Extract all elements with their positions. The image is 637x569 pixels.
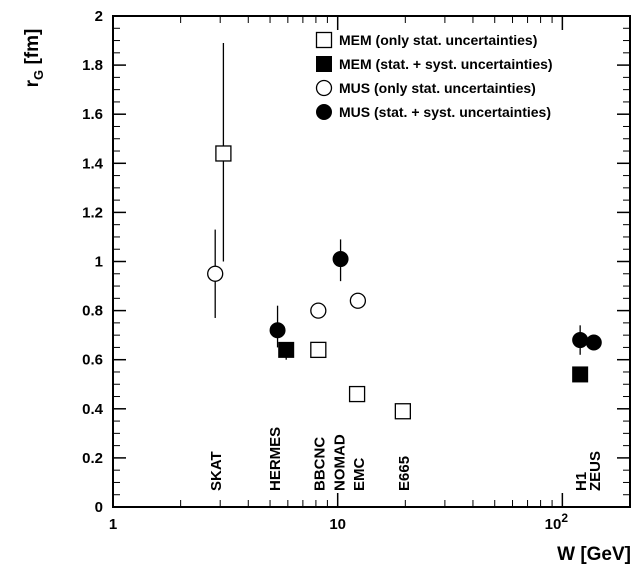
experiment-label: HERMES — [267, 427, 284, 491]
experiment-label: H1 — [573, 472, 590, 491]
x-tick-label: 1 — [109, 516, 117, 533]
data-point-filled-circle — [269, 322, 286, 339]
x-tick-label-exponent: 2 — [561, 511, 568, 525]
legend-entry-label: MUS (only stat. uncertainties) — [339, 80, 536, 96]
experiment-label: EMC — [351, 458, 368, 492]
data-point-open-square — [394, 403, 411, 420]
y-tick-label: 0.4 — [82, 401, 104, 418]
y-tick-label: 1 — [95, 254, 103, 271]
y-tick-label: 1.6 — [82, 106, 103, 123]
legend-marker-filled-circle — [316, 104, 332, 120]
data-point-open-circle — [310, 302, 327, 319]
x-tick-label-base: 10 — [545, 516, 562, 533]
y-axis-label-main: r — [22, 79, 43, 87]
y-axis-label: rG [fm] — [22, 29, 46, 88]
y-tick-label: 0.2 — [82, 450, 103, 467]
y-tick-label: 2 — [95, 8, 103, 25]
y-tick-label: 0 — [95, 499, 103, 516]
data-point-filled-circle — [572, 332, 589, 349]
experiment-label: NOMAD — [332, 434, 349, 491]
y-tick-label: 1.2 — [82, 204, 103, 221]
y-axis-label-unit: [fm] — [22, 29, 43, 70]
data-points — [207, 43, 602, 420]
y-tick-label: 1.8 — [82, 57, 103, 74]
experiment-label: SKAT — [208, 451, 225, 491]
y-tick-label: 0.6 — [82, 352, 103, 369]
x-tick-label: 102 — [545, 511, 569, 533]
legend: MEM (only stat. uncertainties) MEM (stat.… — [315, 31, 553, 120]
x-axis-label: W [GeV] — [557, 544, 631, 565]
legend-marker-open-square — [315, 31, 333, 49]
data-point-filled-square — [572, 366, 589, 383]
y-tick-label: 0.8 — [82, 303, 103, 320]
data-point-open-square — [348, 385, 366, 403]
y-axis-label-sub: G — [31, 70, 46, 80]
data-point-filled-circle — [585, 334, 602, 351]
legend-entry-label: MEM (stat. + syst. uncertainties) — [339, 56, 553, 72]
legend-entry-label: MUS (stat. + syst. uncertainties) — [339, 104, 551, 120]
experiment-label: BBCNC — [311, 437, 328, 491]
legend-marker-filled-square — [316, 56, 332, 72]
experiment-label: E665 — [396, 456, 413, 491]
data-point-open-circle — [349, 292, 367, 309]
experiment-label: ZEUS — [587, 451, 604, 491]
legend-entry-label: MEM (only stat. uncertainties) — [339, 32, 537, 48]
x-tick-label: 10 — [329, 516, 346, 533]
data-point-open-square — [215, 145, 232, 162]
data-point-filled-circle — [332, 251, 349, 268]
y-tick-label: 1.4 — [82, 155, 104, 172]
data-point-open-square — [310, 341, 327, 359]
data-point-filled-square — [278, 341, 295, 358]
axis-ticks: 00.20.40.60.811.21.41.61.821 10 102 — [82, 8, 631, 533]
legend-marker-open-circle — [315, 79, 333, 97]
data-point-open-circle — [207, 265, 224, 282]
